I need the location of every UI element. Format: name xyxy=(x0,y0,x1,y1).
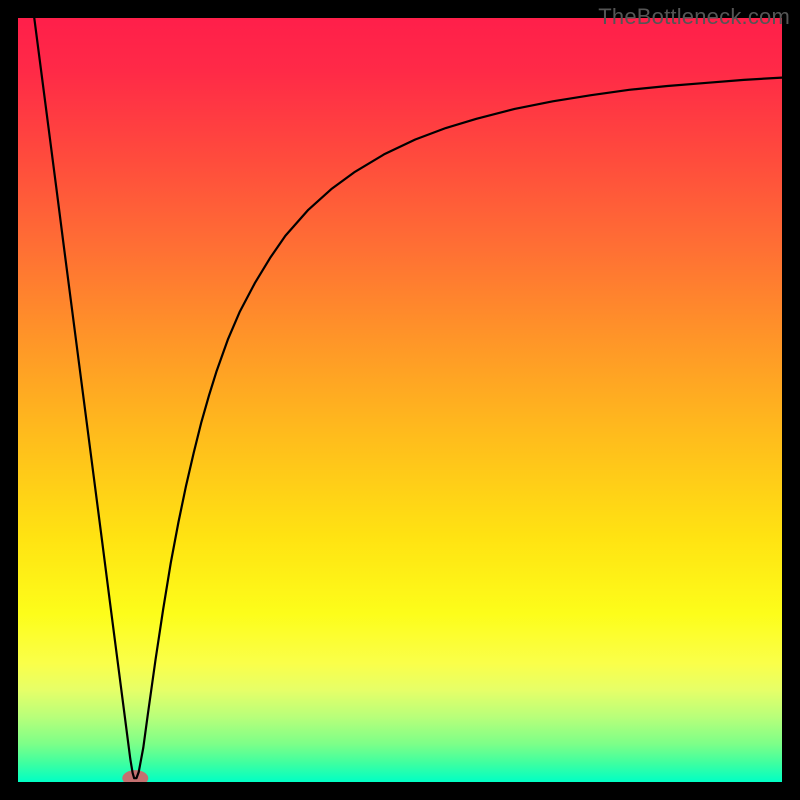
chart-stage: TheBottleneck.com xyxy=(0,0,800,800)
gradient-background xyxy=(18,18,782,782)
gradient-chart xyxy=(0,0,800,800)
watermark-label: TheBottleneck.com xyxy=(598,4,790,30)
